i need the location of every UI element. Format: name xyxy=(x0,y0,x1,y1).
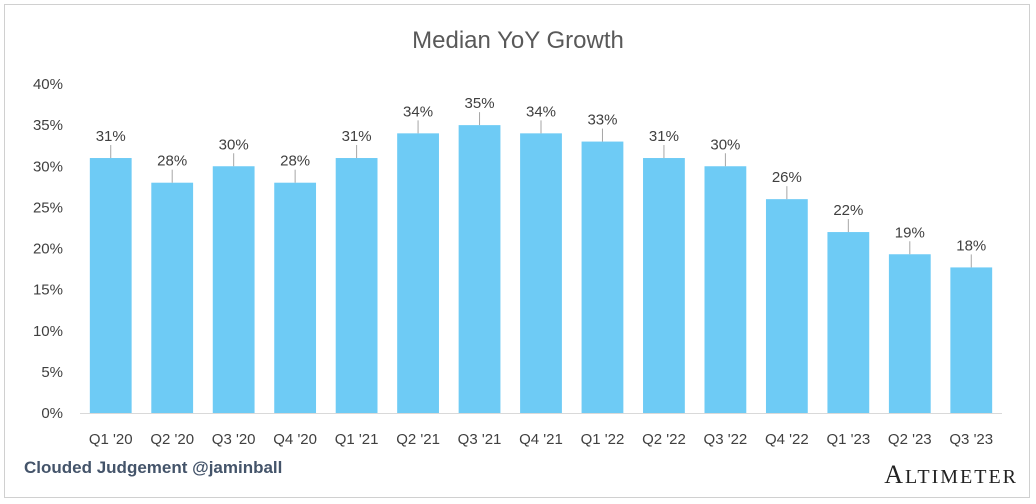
data-label: 18% xyxy=(956,237,986,254)
source-credit: Clouded Judgement @jaminball xyxy=(24,458,283,477)
y-tick-label: 15% xyxy=(33,282,63,299)
y-tick-label: 30% xyxy=(33,158,63,175)
data-label: 28% xyxy=(157,153,187,170)
data-label: 30% xyxy=(710,136,740,153)
y-tick-label: 25% xyxy=(33,199,63,216)
y-tick-label: 35% xyxy=(33,117,63,134)
data-label: 31% xyxy=(649,128,679,145)
chart-frame xyxy=(4,4,1030,498)
bar xyxy=(335,158,378,413)
x-tick-label: Q3 '20 xyxy=(212,431,256,448)
brand-initial: A xyxy=(884,460,905,489)
data-label: 28% xyxy=(280,153,310,170)
chart-title: Median YoY Growth xyxy=(412,27,624,54)
y-tick-label: 5% xyxy=(41,364,63,381)
bar xyxy=(704,166,747,413)
bar xyxy=(643,158,685,413)
bar xyxy=(765,199,808,413)
data-label: 30% xyxy=(219,136,249,153)
data-label: 26% xyxy=(772,169,802,186)
x-tick-label: Q1 '22 xyxy=(581,431,625,448)
brand-logo: ALTIMETER xyxy=(884,460,1018,490)
bar xyxy=(520,133,562,413)
bar xyxy=(458,125,501,413)
data-label: 31% xyxy=(342,128,372,145)
data-labels: 31% 28% 30% 28% 31% 34% 35% 34% 33% 31% 30% 26% 22% 1… xyxy=(96,95,987,254)
label-leader-lines xyxy=(110,112,972,268)
y-axis: 0% 5% 10% 15% 20% 25% 30% 35% 40% xyxy=(33,76,63,422)
x-tick-label: Q3 '23 xyxy=(949,431,993,448)
x-tick-label: Q1 '20 xyxy=(89,431,133,448)
data-label: 34% xyxy=(403,103,433,120)
x-tick-label: Q4 '22 xyxy=(765,431,809,448)
bar xyxy=(89,158,132,413)
y-tick-label: 40% xyxy=(33,76,63,93)
data-label: 19% xyxy=(895,224,925,241)
y-tick-label: 20% xyxy=(33,241,63,258)
x-tick-label: Q3 '21 xyxy=(458,431,502,448)
bar xyxy=(212,166,255,413)
bar xyxy=(151,182,194,413)
bar xyxy=(397,133,439,413)
x-tick-label: Q2 '23 xyxy=(888,431,932,448)
data-label: 34% xyxy=(526,103,556,120)
x-tick-label: Q2 '22 xyxy=(642,431,686,448)
data-label: 31% xyxy=(96,128,126,145)
bar xyxy=(581,141,624,413)
x-tick-label: Q2 '21 xyxy=(396,431,440,448)
bar xyxy=(827,232,870,413)
data-label: 35% xyxy=(465,95,495,112)
bar xyxy=(888,254,931,413)
x-tick-label: Q3 '22 xyxy=(704,431,748,448)
x-tick-label: Q1 '23 xyxy=(826,431,870,448)
bars xyxy=(89,125,993,413)
data-label: 22% xyxy=(833,202,863,219)
x-axis: Q1 '20 Q2 '20 Q3 '20 Q4 '20 Q1 '21 Q2 '21 Q3 '… xyxy=(89,431,993,448)
y-tick-label: 10% xyxy=(33,323,63,340)
bar xyxy=(950,267,993,413)
bar xyxy=(274,182,317,413)
x-tick-label: Q2 '20 xyxy=(150,431,194,448)
x-tick-label: Q4 '20 xyxy=(273,431,317,448)
data-label: 33% xyxy=(587,112,617,129)
x-tick-label: Q1 '21 xyxy=(335,431,379,448)
y-tick-label: 0% xyxy=(41,405,63,422)
x-tick-label: Q4 '21 xyxy=(519,431,563,448)
brand-rest: LTIMETER xyxy=(904,466,1018,488)
